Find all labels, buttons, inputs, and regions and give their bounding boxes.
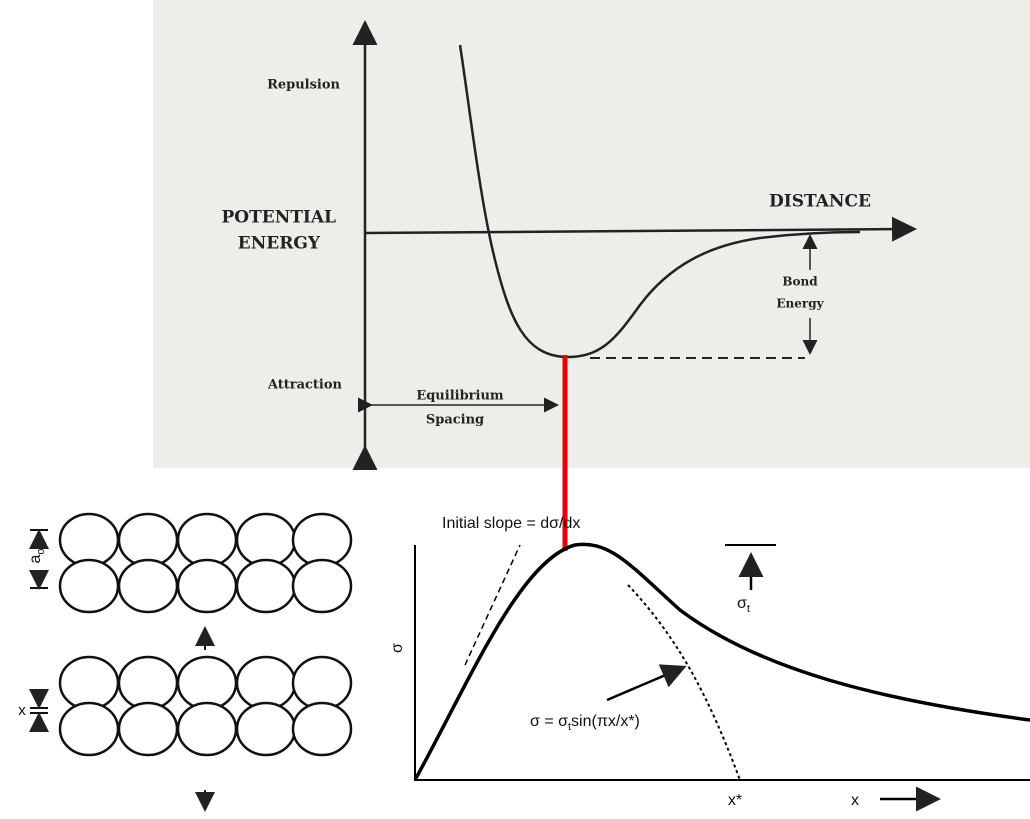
label: POTENTIAL [222, 208, 337, 228]
label: ao [27, 548, 47, 563]
label: σ [389, 643, 406, 653]
label: x [851, 792, 859, 809]
label: ENERGY [238, 234, 321, 254]
formula: σ = σtsin(πx/x*) [530, 713, 640, 733]
label: sin(πx/x*) [571, 713, 640, 730]
label: DISTANCE [769, 192, 871, 212]
label: Repulsion [267, 78, 340, 93]
label: σ [737, 595, 747, 612]
stress-curve [415, 544, 1030, 780]
label: o [35, 548, 47, 554]
label: σ = σ [530, 713, 568, 730]
label: σt [737, 595, 750, 615]
figure: Repulsion POTENTIAL ENERGY DISTANCE Bond… [0, 0, 1030, 814]
label: x [18, 702, 26, 719]
label: Attraction [267, 378, 343, 393]
label: Bond [782, 275, 818, 289]
label: Initial slope = dσ/dx [442, 515, 580, 532]
label: Spacing [426, 413, 484, 428]
label: t [747, 603, 750, 615]
label: x* [728, 792, 742, 809]
label: Equilibrium [416, 389, 504, 404]
label: Energy [776, 297, 824, 311]
label: a [27, 555, 44, 564]
